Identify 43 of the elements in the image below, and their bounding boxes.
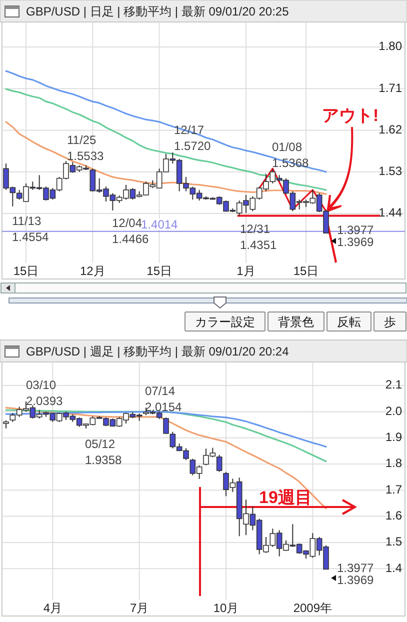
annotation: 03/10 2.0393 [26,378,64,408]
text: 1.3977 [337,561,374,575]
line-series [258,168,327,212]
annotation: 07/14 2.0154 [145,384,182,414]
x-tick-label: 2009年 [293,601,332,615]
y-tick-label: 2.0 [385,404,402,418]
x-tick-label: 1月 [236,264,256,278]
candlestick [216,454,222,472]
x-tick-label: 4月 [43,601,62,615]
ref-line-label: 1.4014 [141,217,178,232]
y-tick-label: 1.53 [378,164,402,178]
chart-title: GBP/USD | 日足 | 移動平均 | 最新 09/01/20 20:25 [26,4,290,18]
annotation: 11/25 1.5533 [67,133,104,163]
x-tick-label: 7月 [130,601,149,615]
text: 1.3969 [337,573,374,587]
y-tick-label: 1.7 [385,482,402,496]
y-tick-label: 1.6 [385,508,402,522]
y-tick-label: 1.9 [385,430,402,444]
text: 反転 [337,315,361,329]
text: 1.3969 [337,235,374,249]
x-tick-label: 12月 [80,264,106,278]
chart-title: GBP/USD | 週足 | 移動平均 | 最新 09/01/20 20:24 [26,344,290,358]
annotation: 19週目 [259,488,312,507]
y-tick-label: 1.4 [385,560,402,575]
annotation: アウト! [322,106,379,125]
x-tick-label: 15日 [13,264,39,278]
annotation: 11/13 1.4554 [12,214,50,244]
y-tick-label: 1.71 [378,80,402,95]
y-tick-label: 1.8 [385,456,402,470]
text: 歩 [384,315,396,329]
x-tick-label: 15日 [146,264,172,278]
candlestick [163,416,169,434]
text: カラー設定 [195,315,255,329]
y-tick-label: 1.62 [378,122,402,136]
y-tick-label: 1.44 [378,206,402,220]
x-tick-label: 15日 [293,264,319,278]
y-tick-label: 2.1 [385,378,402,392]
line-series [5,121,327,195]
x-tick-label: 10月 [213,601,239,615]
annotation: 05/12 1.9358 [85,437,122,467]
y-tick-label: 1.80 [378,39,402,54]
y-tick-label: 1.5 [385,534,402,549]
text: 背景色 [278,315,314,329]
